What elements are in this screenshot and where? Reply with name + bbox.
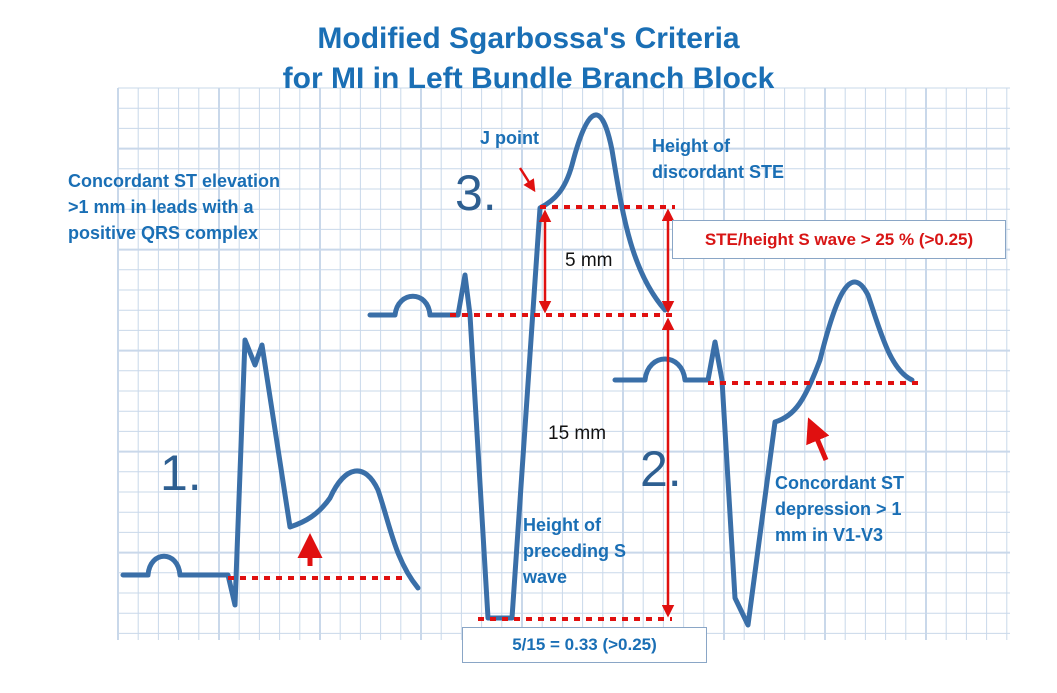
label-line: Height of — [652, 136, 730, 156]
ecg-complex-2 — [612, 279, 915, 628]
height-s-wave-label: Height of preceding S wave — [523, 512, 626, 590]
complex-2-number: 2. — [640, 441, 682, 497]
depression-arrow — [806, 417, 830, 461]
label-line: >1 mm in leads with a — [68, 197, 254, 217]
fifteen-mm-label: 15 mm — [548, 423, 607, 444]
complex-1-number: 1. — [160, 445, 202, 501]
label-line: wave — [523, 567, 568, 587]
label-line: positive QRS complex — [68, 223, 259, 243]
label-line: discordant STE — [652, 162, 785, 182]
ecg-complex-1 — [120, 337, 421, 608]
label-line: Concordant ST — [775, 473, 904, 493]
title-line-2: for MI in Left Bundle Branch Block — [282, 62, 775, 95]
height-discordant-label: Height of discordant STE — [652, 133, 784, 185]
label-line: depression > 1 — [775, 499, 902, 519]
complex-3-number: 3. — [455, 165, 497, 221]
label-line: Height of — [523, 515, 601, 535]
label-line: Concordant ST elevation — [68, 171, 281, 191]
label-line: preceding S — [523, 541, 627, 561]
j-point-label: J point — [480, 128, 539, 148]
label-line: mm in V1-V3 — [775, 525, 884, 545]
five-mm-label: 5 mm — [565, 250, 613, 271]
concordant-ste-label: Concordant ST elevation >1 mm in leads w… — [68, 168, 280, 246]
ecg-complex-3 — [367, 112, 668, 621]
ratio-rule-box: STE/height S wave > 25 % (>0.25) — [672, 220, 1006, 259]
ratio-calc-box: 5/15 = 0.33 (>0.25) — [462, 627, 707, 663]
concordant-std-label: Concordant ST depression > 1 mm in V1-V3 — [775, 470, 904, 548]
title-line-1: Modified Sgarbossa's Criteria — [317, 22, 740, 55]
j-point-arrow — [518, 167, 536, 193]
